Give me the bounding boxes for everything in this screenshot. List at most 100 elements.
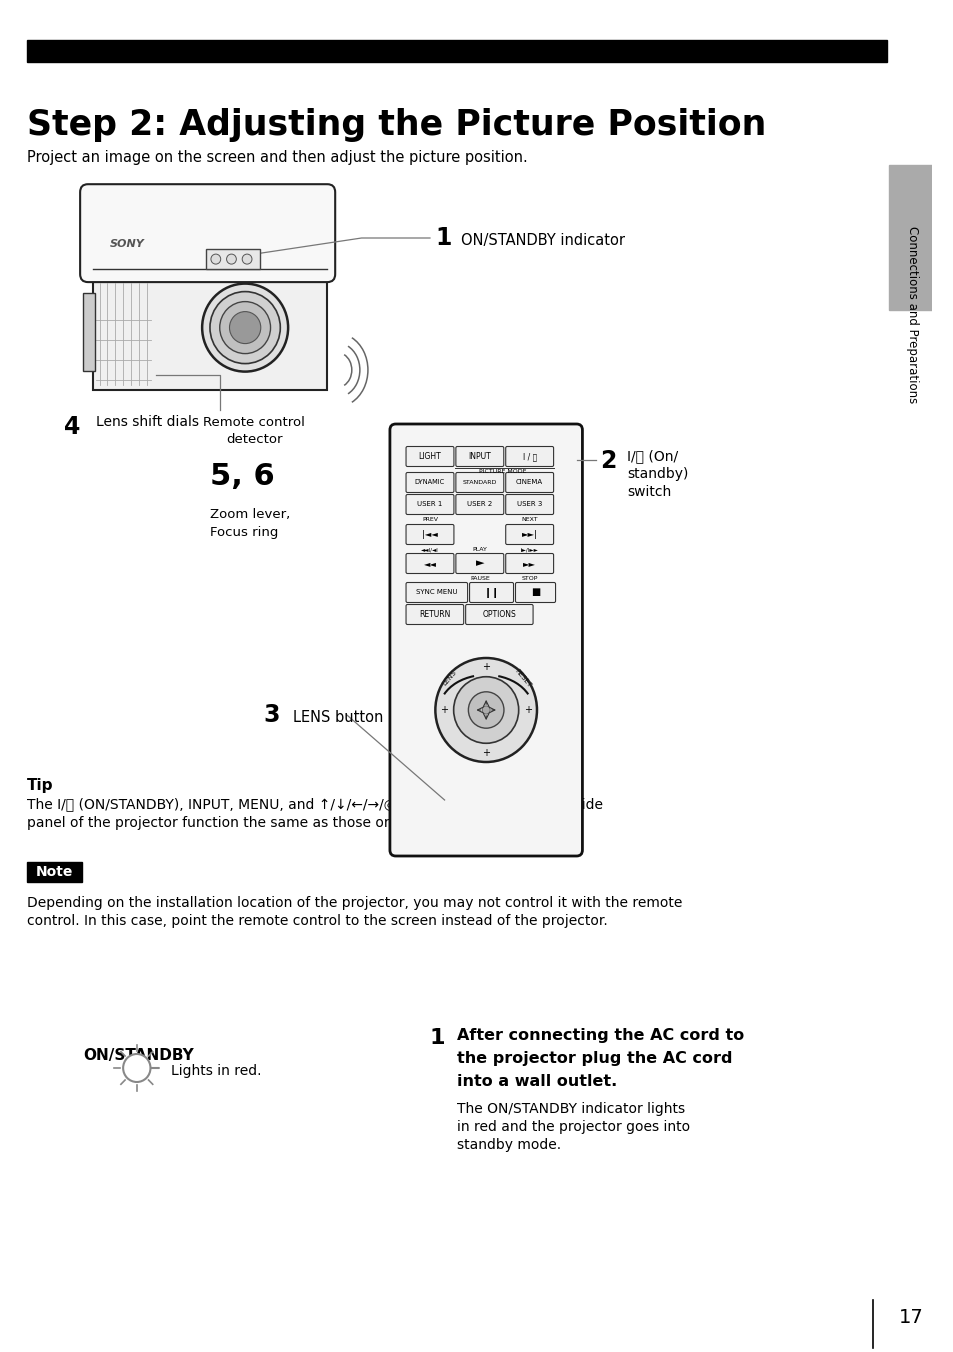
Text: ❙❙: ❙❙: [483, 588, 499, 598]
Text: into a wall outlet.: into a wall outlet.: [456, 1073, 617, 1088]
Text: Note: Note: [36, 865, 73, 879]
Text: standby): standby): [627, 466, 688, 481]
Text: 5, 6: 5, 6: [210, 462, 274, 491]
FancyBboxPatch shape: [406, 472, 454, 492]
Text: Depending on the installation location of the projector, you may not control it : Depending on the installation location o…: [28, 896, 682, 910]
Text: Zoom lever,: Zoom lever,: [210, 508, 290, 521]
Text: USER 1: USER 1: [416, 502, 442, 507]
Text: RESET: RESET: [513, 668, 532, 688]
FancyBboxPatch shape: [505, 553, 553, 573]
Text: The ON/STANDBY indicator lights: The ON/STANDBY indicator lights: [456, 1102, 685, 1115]
Circle shape: [468, 692, 503, 729]
Text: Lights in red.: Lights in red.: [171, 1064, 261, 1078]
Text: I►/I►►: I►/I►►: [520, 548, 538, 552]
Bar: [888, 165, 931, 310]
Circle shape: [435, 658, 537, 763]
Text: Lens shift dials: Lens shift dials: [95, 415, 198, 429]
Text: panel of the projector function the same as those on the remote control.: panel of the projector function the same…: [28, 817, 531, 830]
Text: USER 3: USER 3: [517, 502, 541, 507]
Text: 3: 3: [264, 703, 280, 727]
Text: +: +: [440, 704, 448, 715]
Text: Tip: Tip: [28, 777, 53, 794]
Text: ◄◄: ◄◄: [423, 558, 436, 568]
FancyBboxPatch shape: [406, 525, 454, 545]
Text: PLAY: PLAY: [472, 548, 487, 552]
FancyBboxPatch shape: [406, 553, 454, 573]
Text: RETURN: RETURN: [418, 610, 450, 619]
Text: NEXT: NEXT: [520, 516, 537, 522]
Text: Step 2: Adjusting the Picture Position: Step 2: Adjusting the Picture Position: [28, 108, 766, 142]
FancyBboxPatch shape: [456, 553, 503, 573]
Text: PICTURE MODE: PICTURE MODE: [478, 469, 525, 475]
Text: After connecting the AC cord to: After connecting the AC cord to: [456, 1028, 743, 1042]
Text: INPUT: INPUT: [468, 452, 491, 461]
Text: OPTIONS: OPTIONS: [482, 610, 516, 619]
Text: Remote control
detector: Remote control detector: [203, 416, 305, 446]
Text: Project an image on the screen and then adjust the picture position.: Project an image on the screen and then …: [28, 150, 528, 165]
FancyBboxPatch shape: [505, 472, 553, 492]
Circle shape: [454, 677, 518, 744]
FancyBboxPatch shape: [515, 583, 555, 603]
Text: Connections and Preparations: Connections and Preparations: [904, 226, 918, 404]
Text: ON/STANDBY: ON/STANDBY: [83, 1048, 193, 1063]
Text: The I/⏻ (ON/STANDBY), INPUT, MENU, and ↑/↓/←/→/◎ (joystick) buttons on the side: The I/⏻ (ON/STANDBY), INPUT, MENU, and ↑…: [28, 798, 602, 813]
Text: +: +: [481, 662, 490, 672]
Text: 1: 1: [436, 226, 452, 250]
Polygon shape: [92, 269, 327, 389]
FancyBboxPatch shape: [456, 472, 503, 492]
FancyBboxPatch shape: [465, 604, 533, 625]
Text: 17: 17: [898, 1307, 923, 1328]
FancyBboxPatch shape: [456, 446, 503, 466]
Text: CINEMA: CINEMA: [516, 480, 542, 485]
Text: ON/STANDBY indicator: ON/STANDBY indicator: [460, 233, 624, 247]
FancyBboxPatch shape: [406, 604, 463, 625]
FancyBboxPatch shape: [505, 525, 553, 545]
Text: PAUSE: PAUSE: [470, 576, 489, 581]
Text: in red and the projector goes into: in red and the projector goes into: [456, 1119, 690, 1134]
FancyBboxPatch shape: [505, 495, 553, 515]
Text: ►►: ►►: [522, 558, 536, 568]
Circle shape: [230, 311, 260, 343]
Text: control. In this case, point the remote control to the screen instead of the pro: control. In this case, point the remote …: [28, 914, 607, 927]
Circle shape: [210, 292, 280, 364]
Text: USER 2: USER 2: [467, 502, 492, 507]
Text: STANDARD: STANDARD: [462, 480, 497, 485]
Circle shape: [482, 706, 490, 714]
Circle shape: [226, 254, 236, 264]
Text: 4: 4: [64, 415, 80, 439]
Text: I / ⏻: I / ⏻: [522, 452, 537, 461]
Text: ■: ■: [530, 588, 539, 598]
FancyBboxPatch shape: [505, 446, 553, 466]
Text: |◄◄: |◄◄: [421, 530, 437, 539]
Text: SONY: SONY: [110, 239, 144, 249]
Text: 2: 2: [599, 449, 616, 473]
FancyBboxPatch shape: [80, 184, 335, 283]
Text: I/⏻ (On/: I/⏻ (On/: [627, 449, 678, 462]
Text: PREV: PREV: [421, 516, 437, 522]
FancyBboxPatch shape: [406, 583, 467, 603]
Bar: [28, 41, 886, 62]
Text: STOP: STOP: [521, 576, 537, 581]
Text: LIGHT: LIGHT: [418, 452, 441, 461]
FancyBboxPatch shape: [390, 425, 582, 856]
Text: LENS: LENS: [441, 669, 457, 687]
Bar: [206, 249, 259, 269]
Text: ►: ►: [475, 558, 483, 568]
Text: switch: switch: [627, 485, 671, 499]
Text: SYNC MENU: SYNC MENU: [416, 589, 457, 595]
Circle shape: [219, 301, 271, 354]
Circle shape: [202, 284, 288, 372]
Text: LENS button: LENS button: [293, 710, 383, 725]
Circle shape: [211, 254, 220, 264]
FancyBboxPatch shape: [406, 446, 454, 466]
Text: +: +: [523, 704, 531, 715]
Text: Focus ring: Focus ring: [210, 526, 278, 539]
Bar: [28, 863, 82, 882]
FancyBboxPatch shape: [406, 495, 454, 515]
Text: ◄◄I/◄I: ◄◄I/◄I: [420, 548, 438, 552]
Circle shape: [242, 254, 252, 264]
Text: +: +: [481, 748, 490, 757]
Text: 1: 1: [430, 1028, 445, 1048]
FancyBboxPatch shape: [456, 495, 503, 515]
Bar: [83, 292, 94, 370]
